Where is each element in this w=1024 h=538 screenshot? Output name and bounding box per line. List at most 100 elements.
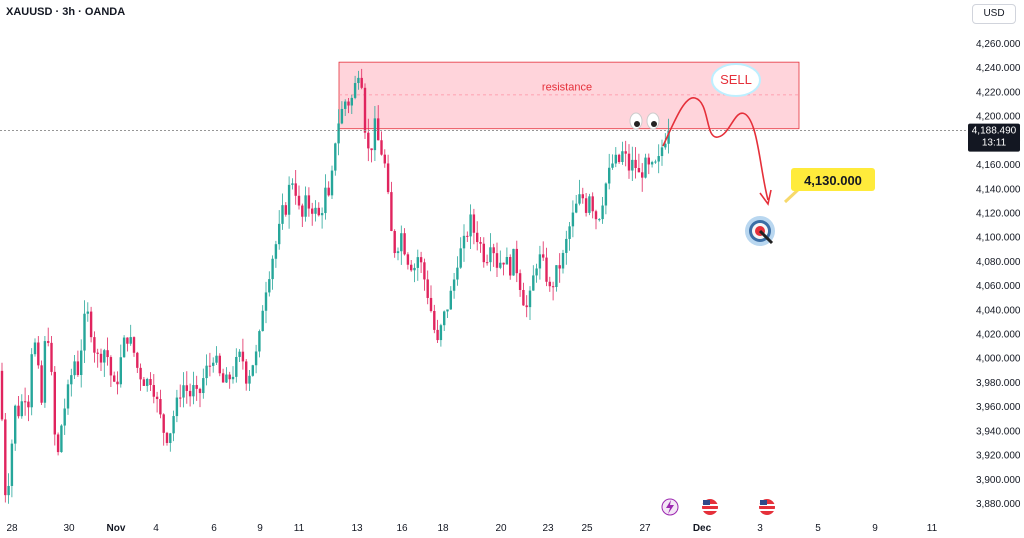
x-tick-label: 9 — [257, 523, 263, 534]
currency-button[interactable]: USD — [972, 4, 1016, 24]
candle-body — [268, 279, 271, 293]
y-axis: 4,260.0004,240.0004,220.0004,200.0004,18… — [976, 39, 1021, 510]
candle-body — [23, 401, 27, 403]
candle-body — [4, 419, 7, 496]
x-tick-label: Dec — [693, 523, 712, 534]
candle-body — [660, 147, 664, 157]
candle-body — [317, 207, 320, 216]
candle-body — [528, 290, 532, 308]
candle-body — [396, 251, 400, 254]
y-tick-label: 4,000.000 — [976, 354, 1021, 365]
candle-body — [63, 408, 66, 426]
candle-body — [565, 238, 568, 253]
y-tick-label: 3,940.000 — [976, 426, 1021, 437]
candle-body — [591, 196, 594, 212]
candle-body — [155, 396, 159, 400]
candle-body — [307, 195, 311, 209]
candle-body — [551, 286, 555, 288]
x-tick-label: 27 — [639, 523, 651, 534]
candle-body — [89, 311, 93, 338]
candle-body — [383, 154, 386, 164]
candle-body — [482, 243, 485, 263]
candle-body — [7, 485, 10, 496]
candle-body — [436, 329, 439, 341]
candle-body — [43, 341, 47, 403]
candle-body — [198, 388, 202, 394]
candle-body — [188, 390, 192, 397]
x-tick-label: 30 — [63, 523, 75, 534]
x-tick-label: 3 — [757, 523, 763, 534]
candle-body — [353, 83, 357, 98]
candle-body — [27, 401, 30, 408]
candle-body — [518, 273, 522, 290]
candle-body — [390, 192, 393, 231]
y-tick-label: 3,880.000 — [976, 499, 1021, 510]
candle-body — [647, 157, 650, 165]
x-tick-label: 11 — [294, 523, 305, 534]
candle-body — [377, 118, 380, 141]
candle-body — [311, 208, 314, 214]
candle-body — [363, 87, 367, 133]
candle-body — [80, 350, 83, 376]
y-tick-label: 4,200.000 — [976, 112, 1021, 123]
candle-body — [525, 305, 528, 308]
candle-body — [0, 370, 4, 420]
candle-body — [231, 376, 235, 380]
candle-body — [439, 325, 443, 341]
candle-body — [50, 342, 53, 372]
candle-body — [297, 195, 301, 206]
x-tick-label: 16 — [396, 523, 408, 534]
candle-body — [426, 279, 429, 298]
y-tick-label: 3,900.000 — [976, 475, 1021, 486]
candle-body — [581, 194, 584, 199]
candle-body — [103, 350, 106, 363]
candle-body — [251, 365, 254, 376]
candle-body — [644, 157, 647, 178]
y-tick-label: 4,160.000 — [976, 160, 1021, 171]
us-flag-icon[interactable] — [759, 499, 775, 515]
candle-body — [505, 257, 509, 265]
x-tick-label: 28 — [6, 523, 18, 534]
candle-body — [327, 187, 330, 196]
candle-body — [179, 397, 182, 399]
candle-body — [169, 433, 172, 443]
candle-body — [617, 154, 621, 163]
y-tick-label: 4,100.000 — [976, 233, 1021, 244]
candle-body — [509, 257, 512, 276]
candle-body — [667, 130, 670, 144]
candle-body — [334, 143, 337, 171]
candle-body — [109, 357, 113, 376]
candle-body — [614, 154, 617, 164]
us-flag-icon[interactable] — [702, 499, 718, 515]
candles — [0, 68, 670, 504]
candle-body — [248, 375, 251, 384]
candle-body — [462, 235, 466, 249]
candle-body — [235, 356, 238, 377]
candle-body — [575, 203, 578, 213]
projection-arrow — [662, 97, 769, 201]
candle-body — [452, 279, 456, 291]
candle-body — [637, 168, 641, 173]
x-tick-label: 13 — [351, 523, 363, 534]
candle-body — [258, 331, 261, 352]
candle-body — [165, 432, 169, 443]
lightning-icon[interactable] — [661, 498, 679, 516]
candle-body — [542, 254, 545, 258]
candle-body — [350, 97, 353, 106]
x-axis: 28 30 Nov 4 6 9 11 13 16 18 20 23 25 27 Dec 3 5 9 11 — [6, 523, 937, 534]
candle-body — [370, 148, 373, 151]
candle-body — [96, 352, 99, 354]
candle-body — [522, 289, 525, 306]
candle-body — [126, 337, 129, 344]
candle-body — [314, 207, 317, 214]
candle-body — [446, 309, 449, 312]
candle-body — [479, 242, 482, 244]
y-tick-label: 4,080.000 — [976, 257, 1021, 268]
candle-body — [294, 183, 297, 196]
candle-body — [324, 187, 327, 214]
candle-body — [416, 257, 419, 268]
candle-body — [241, 351, 245, 362]
candle-body — [400, 233, 403, 252]
y-tick-label: 4,020.000 — [976, 330, 1021, 341]
